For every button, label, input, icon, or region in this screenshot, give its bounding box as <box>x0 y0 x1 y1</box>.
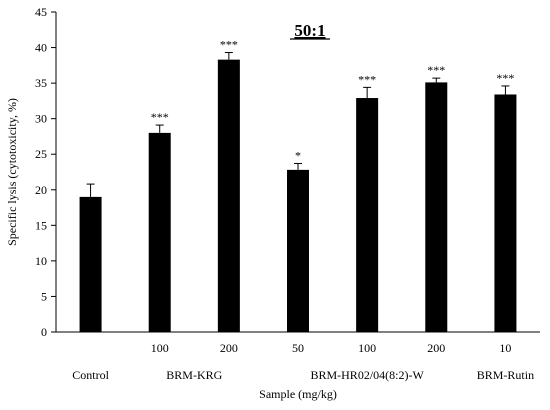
bar <box>79 196 102 332</box>
chart-title: 50:1 <box>294 21 325 40</box>
y-tick-label: 5 <box>41 289 47 303</box>
error-bars <box>86 52 510 197</box>
significance-marker: *** <box>220 38 238 52</box>
significance-marker: *** <box>358 72 376 86</box>
x-tick-label: 100 <box>151 341 169 355</box>
significance-marker: * <box>295 148 301 162</box>
x-tick-label: 100 <box>358 341 376 355</box>
bar <box>287 169 309 332</box>
x-tick-label: Control <box>72 368 109 382</box>
x-group-label: BRM-KRG <box>166 368 222 382</box>
x-tick-label: 200 <box>220 341 238 355</box>
y-axis-label: Specific lysis (cytotoxicity, %) <box>5 98 19 246</box>
x-group-label: BRM-Rutin <box>477 368 534 382</box>
x-group-labels: BRM-KRG BRM-HR02/04(8:2)-W BRM-Rutin <box>166 368 534 382</box>
y-tick-label: 20 <box>35 183 47 197</box>
y-tick-label: 10 <box>35 254 47 268</box>
y-tick-label: 45 <box>35 5 47 19</box>
y-tick-label: 30 <box>35 112 47 126</box>
y-tick-label: 25 <box>35 147 47 161</box>
bar <box>494 94 517 332</box>
significance-marker: *** <box>496 71 514 85</box>
y-tick-label: 40 <box>35 41 47 55</box>
y-tick-label: 0 <box>41 325 47 339</box>
x-category-labels: Control 100 200 50 100 200 10 <box>72 341 511 382</box>
x-axis-label: Sample (mg/kg) <box>259 387 337 401</box>
y-axis-ticks: 0 5 10 15 20 25 30 35 40 45 <box>35 5 56 339</box>
bar <box>425 82 448 333</box>
x-tick-label: 10 <box>499 341 511 355</box>
x-group-label: BRM-HR02/04(8:2)-W <box>310 368 424 382</box>
significance-marker: *** <box>427 63 445 77</box>
x-tick-label: 50 <box>292 341 304 355</box>
y-tick-label: 15 <box>35 218 47 232</box>
bar <box>148 132 171 332</box>
significance-markers: **************** <box>151 38 515 163</box>
y-tick-label: 35 <box>35 76 47 90</box>
bar <box>356 98 379 333</box>
significance-marker: *** <box>151 110 169 124</box>
bar <box>217 59 240 333</box>
x-tick-label: 200 <box>427 341 445 355</box>
bar-series <box>79 59 517 333</box>
